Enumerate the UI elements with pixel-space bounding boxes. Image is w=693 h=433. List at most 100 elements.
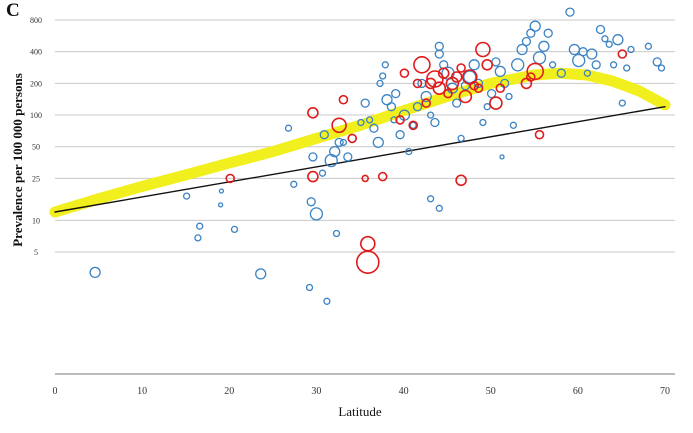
blue-data-point	[612, 34, 624, 46]
red-data-point	[307, 107, 319, 119]
blue-data-point	[434, 41, 444, 51]
red-data-point	[399, 68, 410, 78]
blue-data-point	[360, 98, 370, 108]
y-tick-label: 25	[32, 174, 40, 183]
blue-data-point	[217, 202, 224, 208]
blue-data-point	[284, 124, 293, 132]
red-data-point	[338, 94, 349, 105]
red-data-point	[413, 56, 431, 74]
red-data-point	[426, 70, 444, 88]
blue-data-point	[605, 40, 613, 48]
red-data-point	[534, 129, 545, 140]
blue-data-point	[332, 229, 341, 238]
red-data-point	[450, 71, 463, 83]
blue-data-point	[319, 130, 329, 140]
blue-data-point	[586, 48, 598, 60]
red-data-point	[455, 174, 467, 187]
blue-data-point	[435, 204, 443, 212]
blue-data-point	[491, 57, 501, 67]
red-data-point	[359, 235, 376, 252]
blue-data-point	[532, 51, 547, 65]
blue-data-point	[412, 102, 423, 112]
red-data-point	[458, 89, 473, 104]
panel-letter: C	[6, 0, 20, 21]
red-data-point	[395, 115, 405, 125]
y-tick-label: 10	[32, 216, 40, 225]
red-data-point	[489, 96, 503, 110]
blue-data-point	[426, 111, 435, 119]
blue-data-point	[196, 222, 204, 230]
red-data-point	[495, 83, 506, 93]
blue-data-point	[652, 57, 662, 67]
red-data-point	[475, 41, 491, 58]
x-tick-label: 10	[137, 386, 147, 397]
yellow-trend-curve	[49, 67, 671, 218]
blue-data-point	[357, 118, 365, 127]
red-data-point	[307, 170, 319, 183]
x-axis-label: Latitude	[338, 404, 382, 419]
blue-data-point	[391, 88, 401, 99]
blue-data-point	[457, 134, 465, 143]
red-data-point	[331, 117, 347, 134]
red-data-point	[443, 88, 453, 99]
blue-data-point	[390, 116, 398, 124]
blue-data-point	[369, 123, 379, 133]
blue-data-point	[583, 69, 592, 77]
blue-data-point	[505, 92, 513, 101]
blue-data-point	[405, 147, 413, 156]
x-tick-label: 50	[486, 386, 496, 397]
black-regression-line	[54, 105, 666, 213]
blue-data-point	[595, 24, 606, 35]
x-tick-label: 40	[399, 386, 409, 397]
blue-data-point	[323, 297, 331, 305]
blue-data-point	[644, 42, 653, 50]
y-tick-label: 800	[30, 16, 42, 25]
x-tick-label: 30	[311, 386, 321, 397]
blue-data-point	[609, 61, 618, 69]
red-data-point	[377, 171, 388, 182]
blue-data-point	[623, 64, 631, 72]
red-data-point	[481, 59, 494, 71]
blue-data-point	[218, 188, 225, 194]
x-tick-label: 70	[660, 386, 670, 397]
blue-data-point	[308, 152, 318, 162]
blue-data-point	[386, 102, 397, 112]
blue-data-point	[376, 79, 384, 88]
blue-data-point	[309, 207, 324, 221]
blue-data-point	[572, 53, 586, 68]
red-data-point	[617, 49, 628, 59]
blue-data-point	[556, 68, 566, 78]
yellow-trend-path	[49, 67, 671, 218]
blue-data-point	[182, 192, 191, 200]
red-data-point	[525, 72, 536, 82]
blue-data-point	[463, 70, 477, 84]
blue-data-point	[529, 20, 541, 32]
blue-data-point	[89, 266, 101, 279]
red-data-point	[225, 173, 235, 184]
blue-data-point	[339, 138, 348, 147]
blue-data-point	[381, 61, 389, 69]
red-data-point	[526, 62, 545, 81]
blue-data-point	[601, 35, 609, 43]
red-data-point	[408, 120, 419, 131]
blue-data-point	[657, 64, 666, 72]
x-tick-label: 0	[53, 386, 58, 397]
blue-data-point	[568, 43, 581, 56]
blue-data-point	[372, 136, 384, 149]
blue-data-point	[395, 130, 405, 140]
blue-data-point	[379, 72, 387, 80]
y-tick-label: 5	[34, 248, 38, 257]
blue-data-point	[306, 197, 316, 207]
red-data-point	[412, 78, 423, 89]
blue-data-point	[409, 121, 417, 129]
red-data-point	[355, 250, 380, 275]
red-data-point	[437, 67, 450, 79]
blue-data-point	[381, 94, 393, 106]
blue-data-point	[521, 36, 532, 47]
blue-data-point	[494, 65, 506, 78]
blue-data-point	[329, 145, 341, 158]
x-tick-labels: 0 10 20 30 40 50 60 70	[53, 386, 671, 397]
blue-data-point	[420, 90, 432, 103]
blue-data-point	[318, 169, 327, 177]
y-axis-label: Prevalence per 100 000 persons	[10, 73, 25, 247]
